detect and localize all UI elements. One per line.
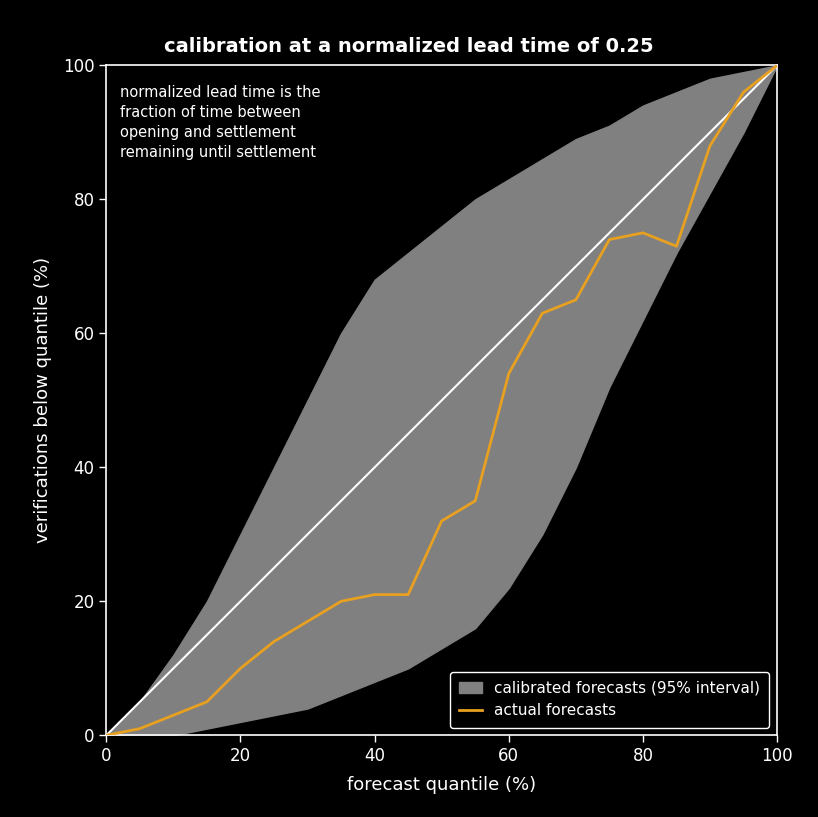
X-axis label: forecast quantile (%): forecast quantile (%) — [347, 776, 537, 794]
Text: calibration at a normalized lead time of 0.25: calibration at a normalized lead time of… — [164, 37, 654, 56]
Y-axis label: verifications below quantile (%): verifications below quantile (%) — [34, 257, 52, 543]
Text: normalized lead time is the
fraction of time between
opening and settlement
rema: normalized lead time is the fraction of … — [119, 86, 321, 160]
Legend: calibrated forecasts (95% interval), actual forecasts: calibrated forecasts (95% interval), act… — [450, 672, 770, 728]
